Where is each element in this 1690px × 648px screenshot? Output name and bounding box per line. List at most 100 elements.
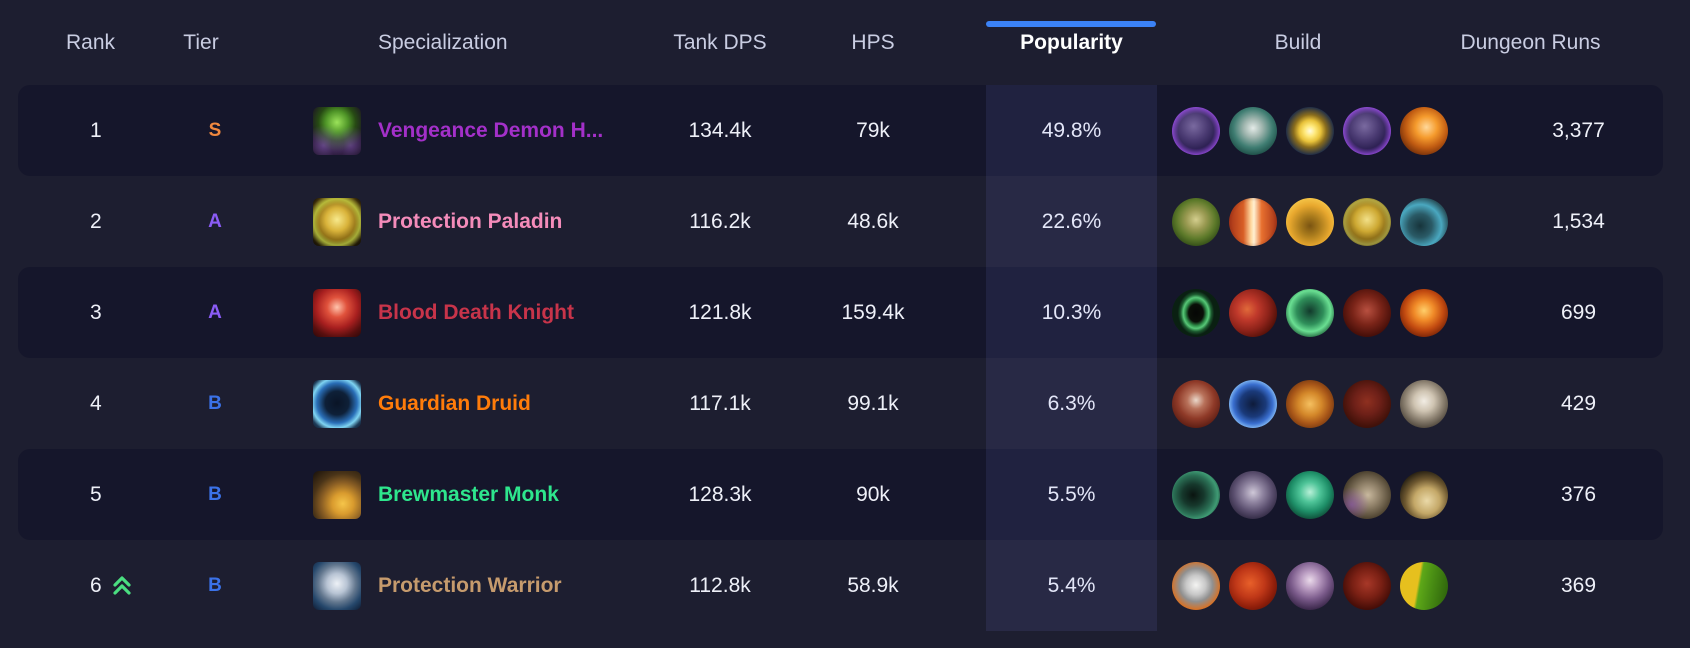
rank-value: 1 [90, 118, 102, 142]
tier-badge: B [208, 483, 222, 505]
orange-light-pillar-talent-icon[interactable] [1229, 197, 1277, 246]
table-row[interactable]: 5 B Brewmaster Monk 128.3k 90k 5.5% 376 [18, 449, 1663, 540]
rank-value: 2 [90, 209, 102, 233]
popularity-value: 5.5% [1047, 482, 1096, 506]
hps-value: 79k [856, 118, 890, 142]
red-demon-skull-talent-icon[interactable] [1229, 288, 1277, 337]
dungeon-runs-value: 699 [1560, 300, 1597, 324]
tank-dps-value: 134.4k [688, 118, 752, 142]
gray-violet-statue-talent-icon[interactable] [1229, 470, 1277, 519]
column-header-tier[interactable]: Tier [183, 30, 219, 54]
jade-vortex-talent-icon[interactable] [1172, 470, 1220, 519]
table-header-row: Rank Tier Specialization Tank DPS HPS Po… [18, 0, 1663, 85]
tier-badge: B [208, 392, 222, 414]
golden-shield-crest-talent-icon[interactable] [1343, 197, 1391, 246]
jade-serpent-gem-talent-icon[interactable] [1286, 470, 1334, 519]
table-row[interactable]: 1 S Vengeance Demon H... 134.4k 79k 49.8… [18, 85, 1663, 176]
hps-value: 58.9k [847, 573, 899, 597]
table-row[interactable]: 3 A Blood Death Knight 121.8k 159.4k 10.… [18, 267, 1663, 358]
protection-paladin-spec-icon[interactable] [313, 197, 361, 246]
frost-skull-talent-icon[interactable] [1229, 106, 1277, 155]
violet-soul-orb-talent-icon[interactable] [1172, 106, 1220, 155]
spec-name-link[interactable]: Guardian Druid [378, 391, 531, 415]
spec-name-link[interactable]: Blood Death Knight [378, 300, 574, 324]
hps-value: 90k [856, 482, 890, 506]
column-header-build[interactable]: Build [1274, 30, 1322, 54]
sort-indicator-bar [986, 21, 1156, 27]
vengeance-demon-hunter-spec-icon[interactable] [313, 106, 361, 155]
dungeon-runs-value: 3,377 [1552, 118, 1605, 142]
golden-starburst-talent-icon[interactable] [1286, 106, 1334, 155]
tank-dps-value: 116.2k [689, 209, 751, 233]
column-header-tank-dps[interactable]: Tank DPS [673, 30, 767, 54]
blood-death-knight-spec-icon[interactable] [313, 288, 361, 337]
resting-brewmaster-talent-icon[interactable] [1400, 470, 1448, 519]
crimson-spiked-fiend-talent-icon[interactable] [1343, 288, 1391, 337]
green-void-eye-talent-icon[interactable] [1172, 288, 1220, 337]
guardian-druid-spec-icon[interactable] [313, 379, 361, 428]
dungeon-runs-value: 369 [1560, 573, 1597, 597]
column-header-popularity[interactable]: Popularity [1020, 30, 1123, 54]
hps-value: 99.1k [847, 391, 899, 415]
build-icons [1157, 561, 1460, 610]
teal-mechanism-talent-icon[interactable] [1400, 197, 1448, 246]
popularity-value: 49.8% [1041, 118, 1102, 142]
burning-heart-talent-icon[interactable] [1400, 288, 1448, 337]
tier-badge: A [208, 301, 222, 323]
spec-name-link[interactable]: Vengeance Demon H... [378, 118, 604, 142]
popularity-value: 6.3% [1047, 391, 1096, 415]
red-flame-swirl-talent-icon[interactable] [1229, 561, 1277, 610]
tier-badge: A [208, 210, 222, 232]
tank-dps-value: 117.1k [689, 391, 751, 415]
rank-value: 3 [90, 300, 102, 324]
golden-avenger-silhouette-talent-icon[interactable] [1286, 197, 1334, 246]
green-ghoul-face-talent-icon[interactable] [1286, 288, 1334, 337]
olive-horror-skull-talent-icon[interactable] [1172, 197, 1220, 246]
blue-spirit-figure-talent-icon[interactable] [1229, 379, 1277, 428]
tank-dps-value: 128.3k [688, 482, 752, 506]
rank-value: 6 [90, 573, 102, 597]
amber-armored-claw-talent-icon[interactable] [1286, 379, 1334, 428]
hps-value: 159.4k [841, 300, 905, 324]
tank-dps-value: 112.8k [689, 573, 751, 597]
table-row[interactable]: 6 B Protection Warrior 112.8k 58.9k 5.4%… [18, 540, 1663, 631]
silver-shield-talent-icon[interactable] [1172, 561, 1220, 610]
dungeon-runs-value: 429 [1560, 391, 1597, 415]
build-icons [1157, 379, 1460, 428]
green-orc-face-talent-icon[interactable] [1400, 561, 1448, 610]
dark-red-bear-talent-icon[interactable] [1343, 379, 1391, 428]
spec-name-link[interactable]: Protection Warrior [378, 573, 562, 597]
rank-value: 5 [90, 482, 102, 506]
double-chevron-up-icon [111, 574, 133, 597]
protection-warrior-spec-icon[interactable] [313, 561, 361, 610]
column-header-specialization[interactable]: Specialization [378, 30, 508, 54]
brewmaster-monk-spec-icon[interactable] [313, 470, 361, 519]
tier-badge: S [208, 119, 222, 141]
tank-dps-value: 121.8k [688, 300, 752, 324]
build-icons [1157, 106, 1460, 155]
spec-name-link[interactable]: Brewmaster Monk [378, 482, 559, 506]
violet-soul-orb-talent-icon[interactable] [1343, 106, 1391, 155]
hps-value: 48.6k [847, 209, 899, 233]
fiery-brand-fist-talent-icon[interactable] [1400, 106, 1448, 155]
column-header-dungeon-runs[interactable]: Dungeon Runs [1460, 30, 1601, 54]
popularity-value: 10.3% [1041, 300, 1102, 324]
build-icons [1157, 470, 1460, 519]
table-row[interactable]: 2 A Protection Paladin 116.2k 48.6k 22.6… [18, 176, 1663, 267]
rank-value: 4 [90, 391, 102, 415]
column-header-rank[interactable]: Rank [66, 30, 116, 54]
tier-badge: B [208, 574, 222, 596]
build-icons [1157, 288, 1460, 337]
stone-medallion-talent-icon[interactable] [1343, 470, 1391, 519]
column-header-hps[interactable]: HPS [851, 30, 895, 54]
spec-name-link[interactable]: Protection Paladin [378, 209, 563, 233]
pale-claw-swipe-talent-icon[interactable] [1400, 379, 1448, 428]
screaming-banshee-talent-icon[interactable] [1286, 561, 1334, 610]
crimson-torso-talent-icon[interactable] [1343, 561, 1391, 610]
dungeon-runs-value: 376 [1560, 482, 1597, 506]
roaring-bear-maw-talent-icon[interactable] [1172, 379, 1220, 428]
build-icons [1157, 197, 1460, 246]
table-row[interactable]: 4 B Guardian Druid 117.1k 99.1k 6.3% 429 [18, 358, 1663, 449]
popularity-value: 5.4% [1047, 573, 1096, 597]
